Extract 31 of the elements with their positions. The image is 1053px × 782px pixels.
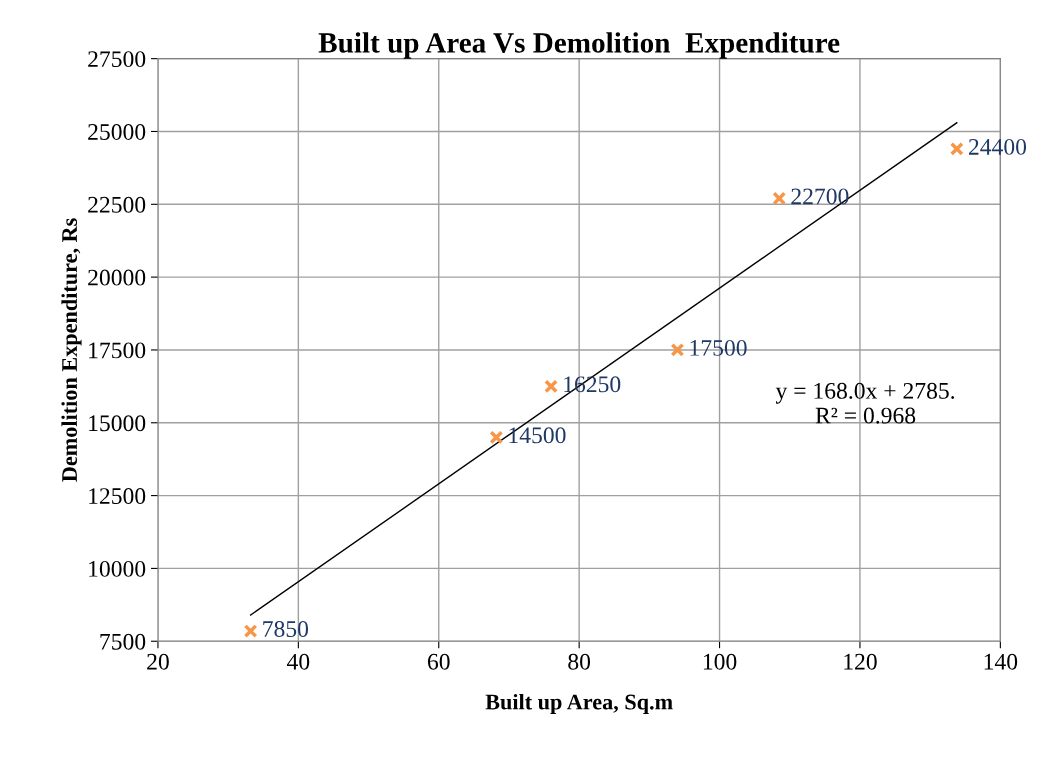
y-tick-label: 17500 xyxy=(89,342,146,359)
y-tick-label: 27500 xyxy=(88,51,146,68)
x-axis-title: Built up Area, Sq.m xyxy=(485,693,673,715)
point xyxy=(670,343,685,357)
data-label: 14500 xyxy=(509,427,566,444)
y-tick-label: 20000 xyxy=(88,269,146,286)
x-tick-label: 120 xyxy=(844,653,877,670)
x-tick-label: 40 xyxy=(287,653,310,670)
chart-title: Built up Area Vs Demolition Expenditure xyxy=(318,32,840,59)
point xyxy=(544,379,558,394)
point xyxy=(243,624,258,638)
point xyxy=(949,142,964,156)
point xyxy=(772,191,787,206)
x-tick-label: 80 xyxy=(568,653,591,670)
annotation: y = 168.0x + 2785. R² = 0.968 xyxy=(775,382,955,424)
x-tick-label: 60 xyxy=(427,653,450,670)
data-label: 17500 xyxy=(690,339,747,356)
data-label: 24400 xyxy=(968,138,1027,155)
y-tick-label: 15000 xyxy=(89,415,146,432)
data-label: 7850 xyxy=(263,621,309,637)
y-axis-title: Demolition Expenditure, Rs xyxy=(61,218,82,482)
y-tick-label: 22500 xyxy=(88,196,146,213)
point xyxy=(489,430,504,445)
x-tick-label: 20 xyxy=(147,653,169,670)
y-tick-label: 12500 xyxy=(89,488,146,505)
data-label: 22700 xyxy=(791,188,849,205)
x-tick-label: 140 xyxy=(984,653,1018,670)
y-tick-label: 25000 xyxy=(88,123,146,140)
y-tick-label: 10000 xyxy=(89,560,146,577)
x-tick-label: 100 xyxy=(703,653,737,670)
y-tick-label: 7500 xyxy=(100,633,146,650)
